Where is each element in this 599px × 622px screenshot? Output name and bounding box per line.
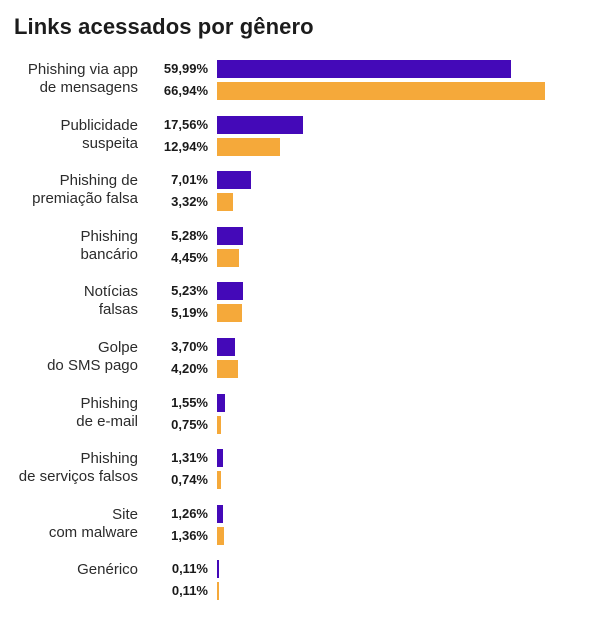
category-label-line: Phishing (80, 227, 138, 245)
category-label: Phishing de premiação falsa (0, 172, 138, 208)
category-label: Phishing bancário (0, 228, 138, 264)
category-label-line: Publicidade (60, 116, 138, 134)
bar (217, 338, 236, 356)
bar (217, 560, 219, 579)
bar (217, 226, 243, 245)
category-label-line: bancário (80, 245, 138, 263)
bar (217, 193, 234, 212)
category-label-line: falsas (98, 301, 138, 319)
category-label-line: do SMS pago (47, 357, 138, 374)
bar (217, 471, 221, 490)
category-label: Notícias falsas (0, 283, 138, 319)
category-label-line: com malware (48, 523, 138, 541)
category-label: Publicidade suspeita (0, 117, 138, 153)
data-label: 12,94% (163, 138, 208, 154)
data-label: 5,19% (171, 305, 208, 321)
data-label: 7,01% (171, 172, 208, 188)
category-label-line: Site (112, 505, 138, 523)
data-label: 1,55% (171, 394, 208, 410)
data-label: 59,99% (163, 61, 208, 76)
bar (217, 415, 221, 434)
category-label-line: Phishing de (59, 172, 138, 190)
data-label: 0,11% (171, 583, 208, 599)
category-label-line: de serviços falsos (18, 468, 138, 486)
bar (217, 304, 243, 323)
data-label: 1,36% (171, 527, 208, 543)
bar (217, 582, 219, 601)
category-label-line: Genérico (77, 561, 138, 579)
data-label: 4,45% (171, 249, 208, 265)
category-label-line: de e-mail (76, 412, 138, 430)
data-label: 0,75% (171, 416, 208, 432)
data-label: 66,94% (163, 83, 208, 98)
data-label: 4,20% (171, 361, 208, 376)
data-label: 0,74% (171, 472, 208, 488)
data-label: 1,26% (171, 505, 208, 521)
bar (217, 449, 224, 468)
data-label: 3,32% (171, 194, 208, 210)
data-label: 1,31% (171, 450, 208, 466)
category-label-line: Golpe (97, 339, 138, 356)
bar (217, 526, 224, 545)
data-label: 5,28% (171, 227, 208, 243)
category-label-line: Phishing via app (27, 61, 138, 78)
bar (217, 137, 281, 156)
category-label: Phishing de e-mail (0, 395, 138, 431)
bar (217, 248, 239, 267)
bar (217, 60, 511, 78)
category-label: Golpe do SMS pago (0, 339, 138, 375)
data-label: 17,56% (163, 116, 208, 132)
bar (217, 82, 545, 100)
bar (217, 393, 225, 412)
category-label: Site com malware (0, 506, 138, 542)
category-label-line: Phishing (80, 450, 138, 468)
data-label: 5,23% (171, 283, 208, 299)
category-label-line: Phishing (80, 394, 138, 412)
category-label: Phishing de serviços falsos (0, 450, 138, 486)
bar (217, 504, 224, 523)
category-label-line: Notícias (83, 283, 138, 301)
category-label-line: suspeita (82, 134, 138, 152)
bar (217, 115, 304, 134)
category-label: Phishing via app de mensagens (0, 61, 138, 97)
category-label: Genérico (0, 561, 138, 579)
category-label-line: de mensagens (39, 79, 138, 96)
bar (217, 360, 238, 378)
chart-title: Links acessados por gênero (14, 14, 314, 39)
bar (217, 282, 243, 301)
data-label: 0,11% (171, 561, 208, 577)
category-label-line: premiação falsa (32, 190, 138, 208)
bar (217, 171, 252, 190)
data-label: 3,70% (171, 339, 208, 354)
